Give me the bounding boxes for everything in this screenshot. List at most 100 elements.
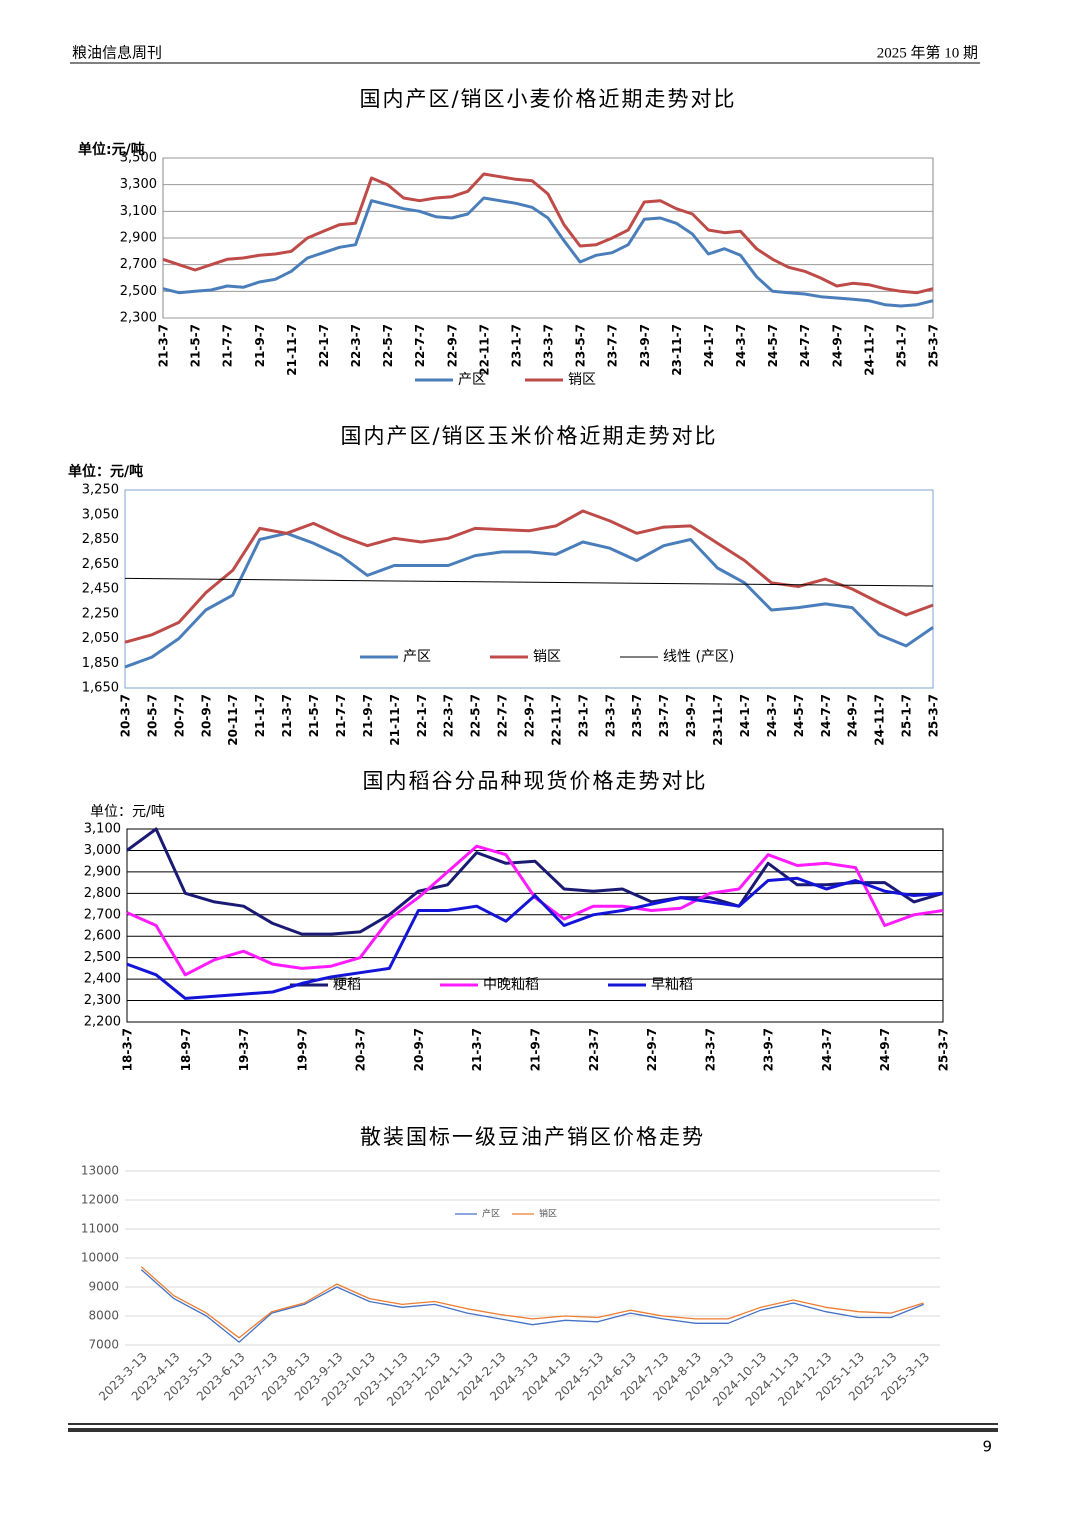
x-tick-label: 24-3-7 [765,694,779,737]
x-tick-label: 21-5-7 [189,324,203,367]
series-line [140,1269,924,1343]
y-tick-label: 2,050 [82,631,119,646]
y-tick-label: 2,500 [120,284,157,299]
x-tick-label: 21-3-7 [157,324,171,367]
y-tick-label: 3,000 [84,843,121,858]
x-tick-label: 23-7-7 [606,324,620,367]
x-tick-label: 23-9-7 [684,694,698,737]
chart-title: 国内稻谷分品种现货价格走势对比 [363,769,708,793]
x-tick-label: 24-11-7 [862,324,876,376]
x-tick-label: 22-5-7 [469,694,483,737]
y-tick-label: 2,900 [84,864,121,879]
legend-label: 销区 [568,372,596,388]
y-tick-label: 9000 [88,1280,119,1294]
x-tick-label: 21-11-7 [285,324,299,376]
x-tick-label: 25-3-7 [927,694,941,737]
x-tick-label: 23-3-7 [603,694,617,737]
y-tick-label: 3,500 [120,151,157,166]
x-tick-label: 23-9-7 [638,324,652,367]
x-tick-label: 19-9-7 [295,1028,309,1071]
x-tick-label: 24-5-7 [792,694,806,737]
x-tick-label: 22-5-7 [381,324,395,367]
legend-label: 线性 (产区) [663,649,734,665]
y-tick-label: 11000 [81,1222,119,1236]
unit-label: 单位:元/吨 [78,141,145,158]
x-tick-label: 21-1-7 [253,694,267,737]
series-line [162,196,934,308]
y-tick-label: 13000 [81,1164,119,1178]
x-tick-label: 21-11-7 [388,694,402,746]
y-tick-label: 2,700 [84,907,121,922]
x-tick-label: 25-1-7 [900,694,914,737]
x-tick-label: 21-9-7 [529,1028,543,1071]
legend-label: 销区 [533,649,561,665]
x-tick-label: 23-1-7 [509,324,523,367]
x-tick-label: 19-3-7 [237,1028,251,1071]
series-line [126,876,944,1000]
x-tick-label: 24-1-7 [738,694,752,737]
x-tick-label: 24-3-7 [820,1028,834,1071]
y-tick-label: 1,850 [82,656,119,671]
y-tick-label: 3,100 [84,822,121,837]
x-tick-label: 18-9-7 [179,1028,193,1071]
y-tick-label: 2,300 [84,993,121,1008]
x-tick-label: 18-3-7 [121,1028,135,1071]
header-left: 粮油信息周刊 [72,44,162,61]
x-tick-label: 24-7-7 [798,324,812,367]
x-tick-label: 24-7-7 [819,694,833,737]
y-tick-label: 2,250 [82,606,119,621]
x-tick-label: 25-1-7 [894,324,908,367]
y-tick-label: 2,600 [84,929,121,944]
x-tick-label: 22-1-7 [317,324,331,367]
y-tick-label: 10000 [81,1251,119,1265]
x-tick-label: 22-7-7 [413,324,427,367]
chart-title: 国内产区/销区小麦价格近期走势对比 [359,87,736,111]
x-tick-label: 22-9-7 [523,694,537,737]
series-line [162,172,934,295]
x-tick-label: 21-5-7 [307,694,321,737]
x-tick-label: 24-9-7 [830,324,844,367]
x-tick-label: 24-9-7 [846,694,860,737]
x-tick-label: 25-3-7 [927,324,941,367]
y-tick-label: 12000 [81,1193,119,1207]
trendline [124,577,934,587]
legend-label: 销区 [539,1208,557,1220]
y-tick-label: 2,900 [120,231,157,246]
x-tick-label: 20-3-7 [119,694,133,737]
chart-title: 国内产区/销区玉米价格近期走势对比 [340,424,717,448]
x-tick-label: 24-5-7 [766,324,780,367]
x-tick-label: 22-11-7 [549,694,563,746]
x-tick-label: 22-1-7 [415,694,429,737]
x-tick-label: 21-3-7 [280,694,294,737]
x-tick-label: 22-3-7 [349,324,363,367]
y-tick-label: 2,700 [120,257,157,272]
y-tick-label: 2,200 [84,1015,121,1030]
x-tick-label: 21-7-7 [221,324,235,367]
x-tick-label: 20-11-7 [226,694,240,746]
x-tick-label: 22-3-7 [442,694,456,737]
y-tick-label: 2,500 [84,950,121,965]
x-tick-label: 24-9-7 [878,1028,892,1071]
x-tick-label: 20-9-7 [412,1028,426,1071]
x-tick-label: 21-9-7 [253,324,267,367]
unit-label: 单位：元/吨 [68,463,143,480]
chart-title: 散装国标一级豆油产销区价格走势 [360,1125,705,1149]
x-tick-label: 20-7-7 [172,694,186,737]
y-tick-label: 2,450 [82,582,119,597]
legend-label: 早籼稻 [651,977,693,993]
x-tick-label: 23-1-7 [576,694,590,737]
x-tick-label: 23-11-7 [670,324,684,376]
x-tick-label: 22-9-7 [645,1028,659,1071]
x-tick-label: 20-3-7 [354,1028,368,1071]
plot-frame [124,489,934,689]
x-tick-label: 23-9-7 [762,1028,776,1071]
x-tick-label: 23-3-7 [542,324,556,367]
header-right: 2025 年第 10 期 [877,43,978,61]
x-tick-label: 24-11-7 [873,694,887,746]
series-line [140,1266,924,1339]
legend-label: 粳稻 [333,977,361,993]
x-tick-label: 21-7-7 [334,694,348,737]
series-line [124,531,934,669]
x-tick-label: 21-3-7 [470,1028,484,1071]
